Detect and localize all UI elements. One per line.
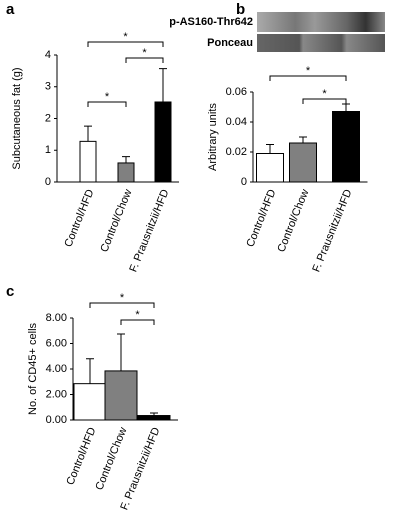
- y-tick-label: 0.00: [46, 414, 67, 426]
- x-tick-label: Control/Chow: [275, 188, 311, 254]
- y-tick-label: 2: [45, 112, 51, 124]
- y-tick-label: 0: [45, 176, 51, 188]
- significance-bracket: [87, 101, 127, 107]
- x-tick-label: Control/Chow: [98, 188, 134, 254]
- significance-bracket: [269, 75, 347, 81]
- y-tick-label: 1: [45, 144, 51, 156]
- error-bar: [117, 333, 125, 371]
- panel-label: b: [236, 1, 245, 18]
- y-tick-label: 4.00: [46, 363, 67, 375]
- bar: [73, 383, 107, 421]
- x-tick-label: F. Prausnitzii/HFD: [310, 188, 354, 274]
- x-tick-label: Control/Chow: [93, 426, 129, 492]
- y-axis-label: Subcutaneous fat (g): [11, 67, 23, 169]
- significance-star: *: [322, 88, 327, 100]
- significance-bracket: [125, 57, 164, 63]
- error-bar: [150, 412, 158, 416]
- significance-star: *: [120, 292, 125, 304]
- bar: [332, 111, 360, 183]
- y-tick-label: 3: [45, 81, 51, 93]
- error-bar: [84, 125, 92, 142]
- x-tick-label: F. Prausnitzii/HFD: [127, 188, 171, 274]
- blot-label: Ponceau: [207, 37, 253, 49]
- error-bar: [299, 136, 307, 143]
- panel-label: c: [6, 283, 14, 300]
- significance-star: *: [123, 31, 128, 43]
- y-tick-label: 4: [45, 49, 51, 61]
- significance-bracket: [302, 98, 347, 104]
- y-axis-label: Arbitrary units: [207, 103, 219, 171]
- x-tick-label: Control/HFD: [64, 426, 98, 487]
- y-tick-label: 0: [241, 176, 247, 188]
- x-tick-label: Control/HFD: [244, 188, 278, 249]
- y-tick-label: 8.00: [46, 312, 67, 324]
- significance-bracket: [89, 302, 155, 308]
- x-tick-label: Control/HFD: [62, 188, 96, 249]
- significance-bracket: [120, 319, 155, 325]
- significance-star: *: [142, 47, 147, 59]
- blot-band: [257, 12, 385, 32]
- bar: [256, 153, 284, 183]
- bar: [154, 101, 172, 183]
- bar: [289, 142, 317, 183]
- bar: [137, 415, 171, 421]
- error-bar: [86, 358, 94, 384]
- y-tick-label: 0.02: [226, 146, 247, 158]
- significance-star: *: [105, 91, 110, 103]
- panel-label: a: [6, 1, 15, 18]
- blot-band: [257, 34, 385, 52]
- error-bar: [122, 156, 130, 163]
- y-axis-label: No. of CD45+ cells: [27, 322, 39, 415]
- bar: [79, 140, 97, 183]
- bar: [104, 370, 138, 421]
- significance-star: *: [135, 309, 140, 321]
- error-bar: [159, 68, 167, 102]
- error-bar: [342, 103, 350, 112]
- y-tick-label: 0.06: [226, 86, 247, 98]
- significance-star: *: [306, 65, 311, 77]
- bar: [117, 162, 135, 183]
- blot-label: p-AS160-Thr642: [169, 16, 253, 28]
- y-tick-label: 6.00: [46, 337, 67, 349]
- y-tick-label: 2.00: [46, 388, 67, 400]
- y-tick-label: 0.04: [226, 116, 247, 128]
- significance-bracket: [87, 41, 164, 47]
- error-bar: [266, 144, 274, 154]
